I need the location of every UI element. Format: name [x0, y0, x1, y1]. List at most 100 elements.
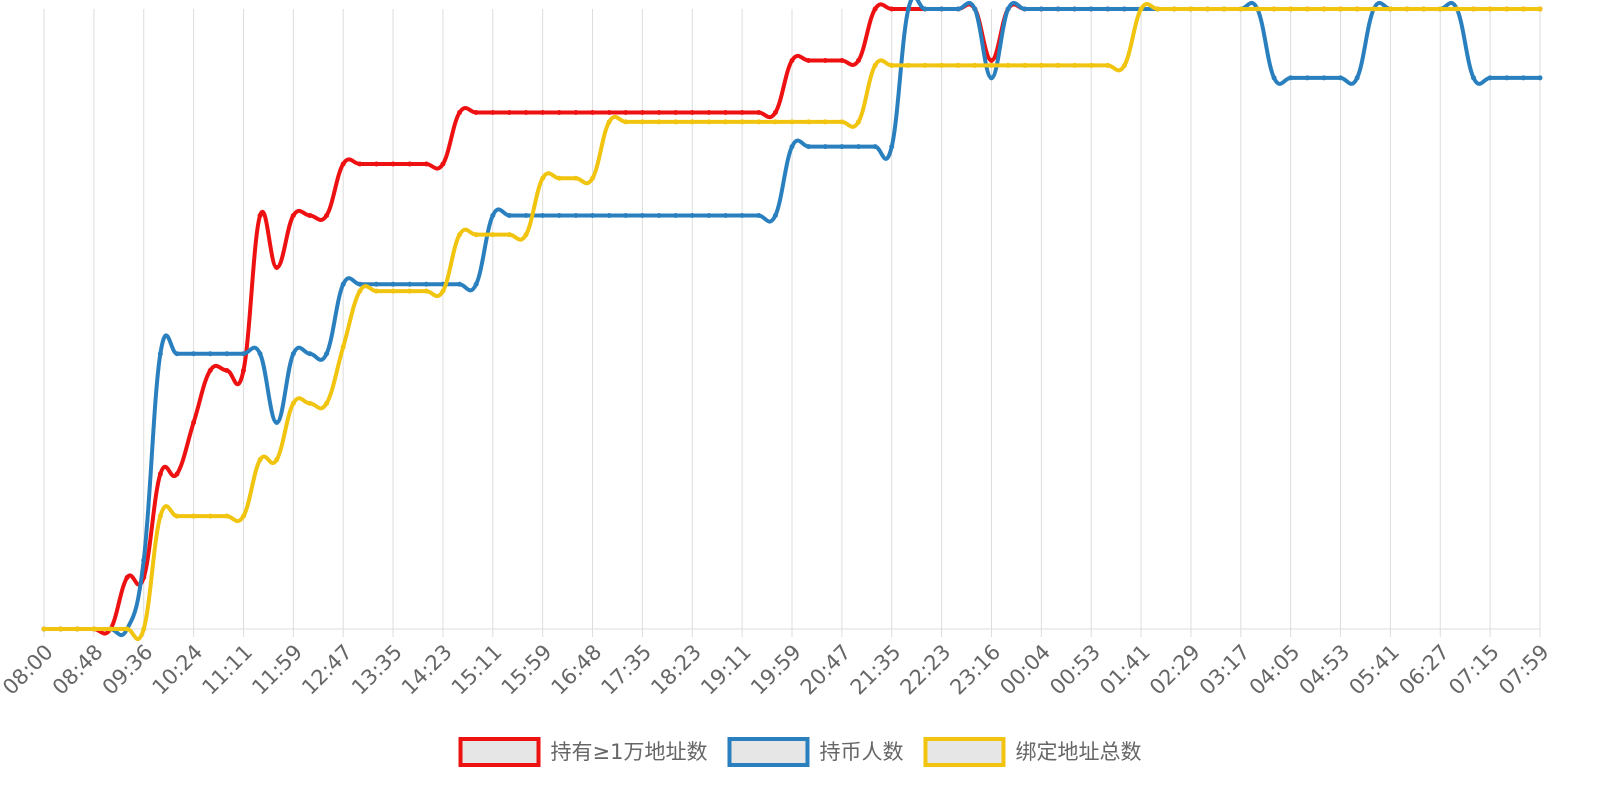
data-point	[806, 57, 812, 63]
data-point	[523, 232, 529, 238]
data-point	[623, 212, 629, 218]
data-point	[240, 513, 246, 519]
data-point	[1454, 6, 1460, 12]
data-point	[905, 62, 911, 68]
data-point	[689, 119, 695, 125]
x-tick-label: 11:59	[247, 640, 307, 700]
data-point	[1238, 6, 1244, 12]
data-point	[639, 212, 645, 218]
data-point	[988, 62, 994, 68]
data-point	[772, 110, 778, 116]
data-point	[357, 281, 363, 287]
data-point	[839, 57, 845, 63]
data-point	[506, 212, 512, 218]
data-point	[1171, 6, 1177, 12]
x-tick-label: 04:53	[1295, 640, 1355, 700]
data-point	[573, 175, 579, 181]
data-point	[756, 119, 762, 125]
data-point	[723, 212, 729, 218]
data-point	[1254, 6, 1260, 12]
data-point	[689, 212, 695, 218]
data-point	[157, 513, 163, 519]
data-point	[1072, 6, 1078, 12]
data-point	[789, 119, 795, 125]
data-point	[905, 6, 911, 12]
data-point	[1121, 62, 1127, 68]
data-point	[872, 6, 878, 12]
data-point	[1105, 6, 1111, 12]
data-point	[540, 175, 546, 181]
data-point	[639, 119, 645, 125]
data-point	[656, 212, 662, 218]
data-point	[1304, 6, 1310, 12]
data-point	[1072, 62, 1078, 68]
data-point	[855, 119, 861, 125]
data-point	[1022, 62, 1028, 68]
data-point	[1055, 62, 1061, 68]
data-point	[822, 144, 828, 150]
data-point	[939, 62, 945, 68]
data-point	[706, 212, 712, 218]
data-point	[191, 513, 197, 519]
data-point	[872, 62, 878, 68]
data-point	[855, 57, 861, 63]
x-tick-label: 19:59	[746, 640, 806, 700]
data-point	[457, 110, 463, 116]
data-point	[1288, 75, 1294, 81]
data-point	[141, 626, 147, 632]
data-point	[822, 57, 828, 63]
data-point	[1404, 6, 1410, 12]
x-tick-label: 00:53	[1045, 640, 1105, 700]
data-point	[1487, 75, 1493, 81]
x-tick-label: 17:35	[596, 640, 656, 700]
x-tick-label: 21:35	[846, 640, 906, 700]
data-point	[440, 288, 446, 294]
x-tick-label: 12:47	[297, 640, 357, 700]
data-point	[556, 110, 562, 116]
data-point	[772, 212, 778, 218]
data-point	[274, 457, 280, 463]
data-point	[174, 513, 180, 519]
data-point	[1471, 75, 1477, 81]
data-point	[224, 367, 230, 373]
data-point	[806, 119, 812, 125]
data-point	[506, 232, 512, 238]
data-point	[839, 144, 845, 150]
data-point	[1022, 6, 1028, 12]
data-point	[357, 161, 363, 167]
data-point	[1321, 75, 1327, 81]
data-point	[1354, 6, 1360, 12]
data-point	[224, 513, 230, 519]
data-point	[606, 110, 612, 116]
data-point	[207, 351, 213, 357]
data-point	[124, 575, 130, 581]
data-point	[922, 62, 928, 68]
data-point	[1005, 6, 1011, 12]
legend-swatch	[727, 737, 810, 767]
x-tick-label: 04:05	[1245, 640, 1305, 700]
data-point	[490, 110, 496, 116]
data-point	[1138, 6, 1144, 12]
x-tick-label: 08:48	[48, 640, 108, 700]
data-point	[1188, 6, 1194, 12]
data-point	[523, 212, 529, 218]
data-point	[274, 265, 280, 271]
data-point	[257, 212, 263, 218]
data-point	[656, 119, 662, 125]
data-point	[822, 119, 828, 125]
data-point	[1038, 6, 1044, 12]
data-point	[889, 62, 895, 68]
data-point	[872, 144, 878, 150]
x-tick-label: 09:36	[98, 640, 158, 700]
legend-label: 绑定地址总数	[1015, 740, 1141, 764]
data-point	[1421, 6, 1427, 12]
data-point	[706, 110, 712, 116]
data-point	[1354, 75, 1360, 81]
data-point	[1271, 6, 1277, 12]
data-point	[240, 367, 246, 373]
data-point	[723, 119, 729, 125]
data-point	[889, 144, 895, 150]
data-point	[1520, 6, 1526, 12]
